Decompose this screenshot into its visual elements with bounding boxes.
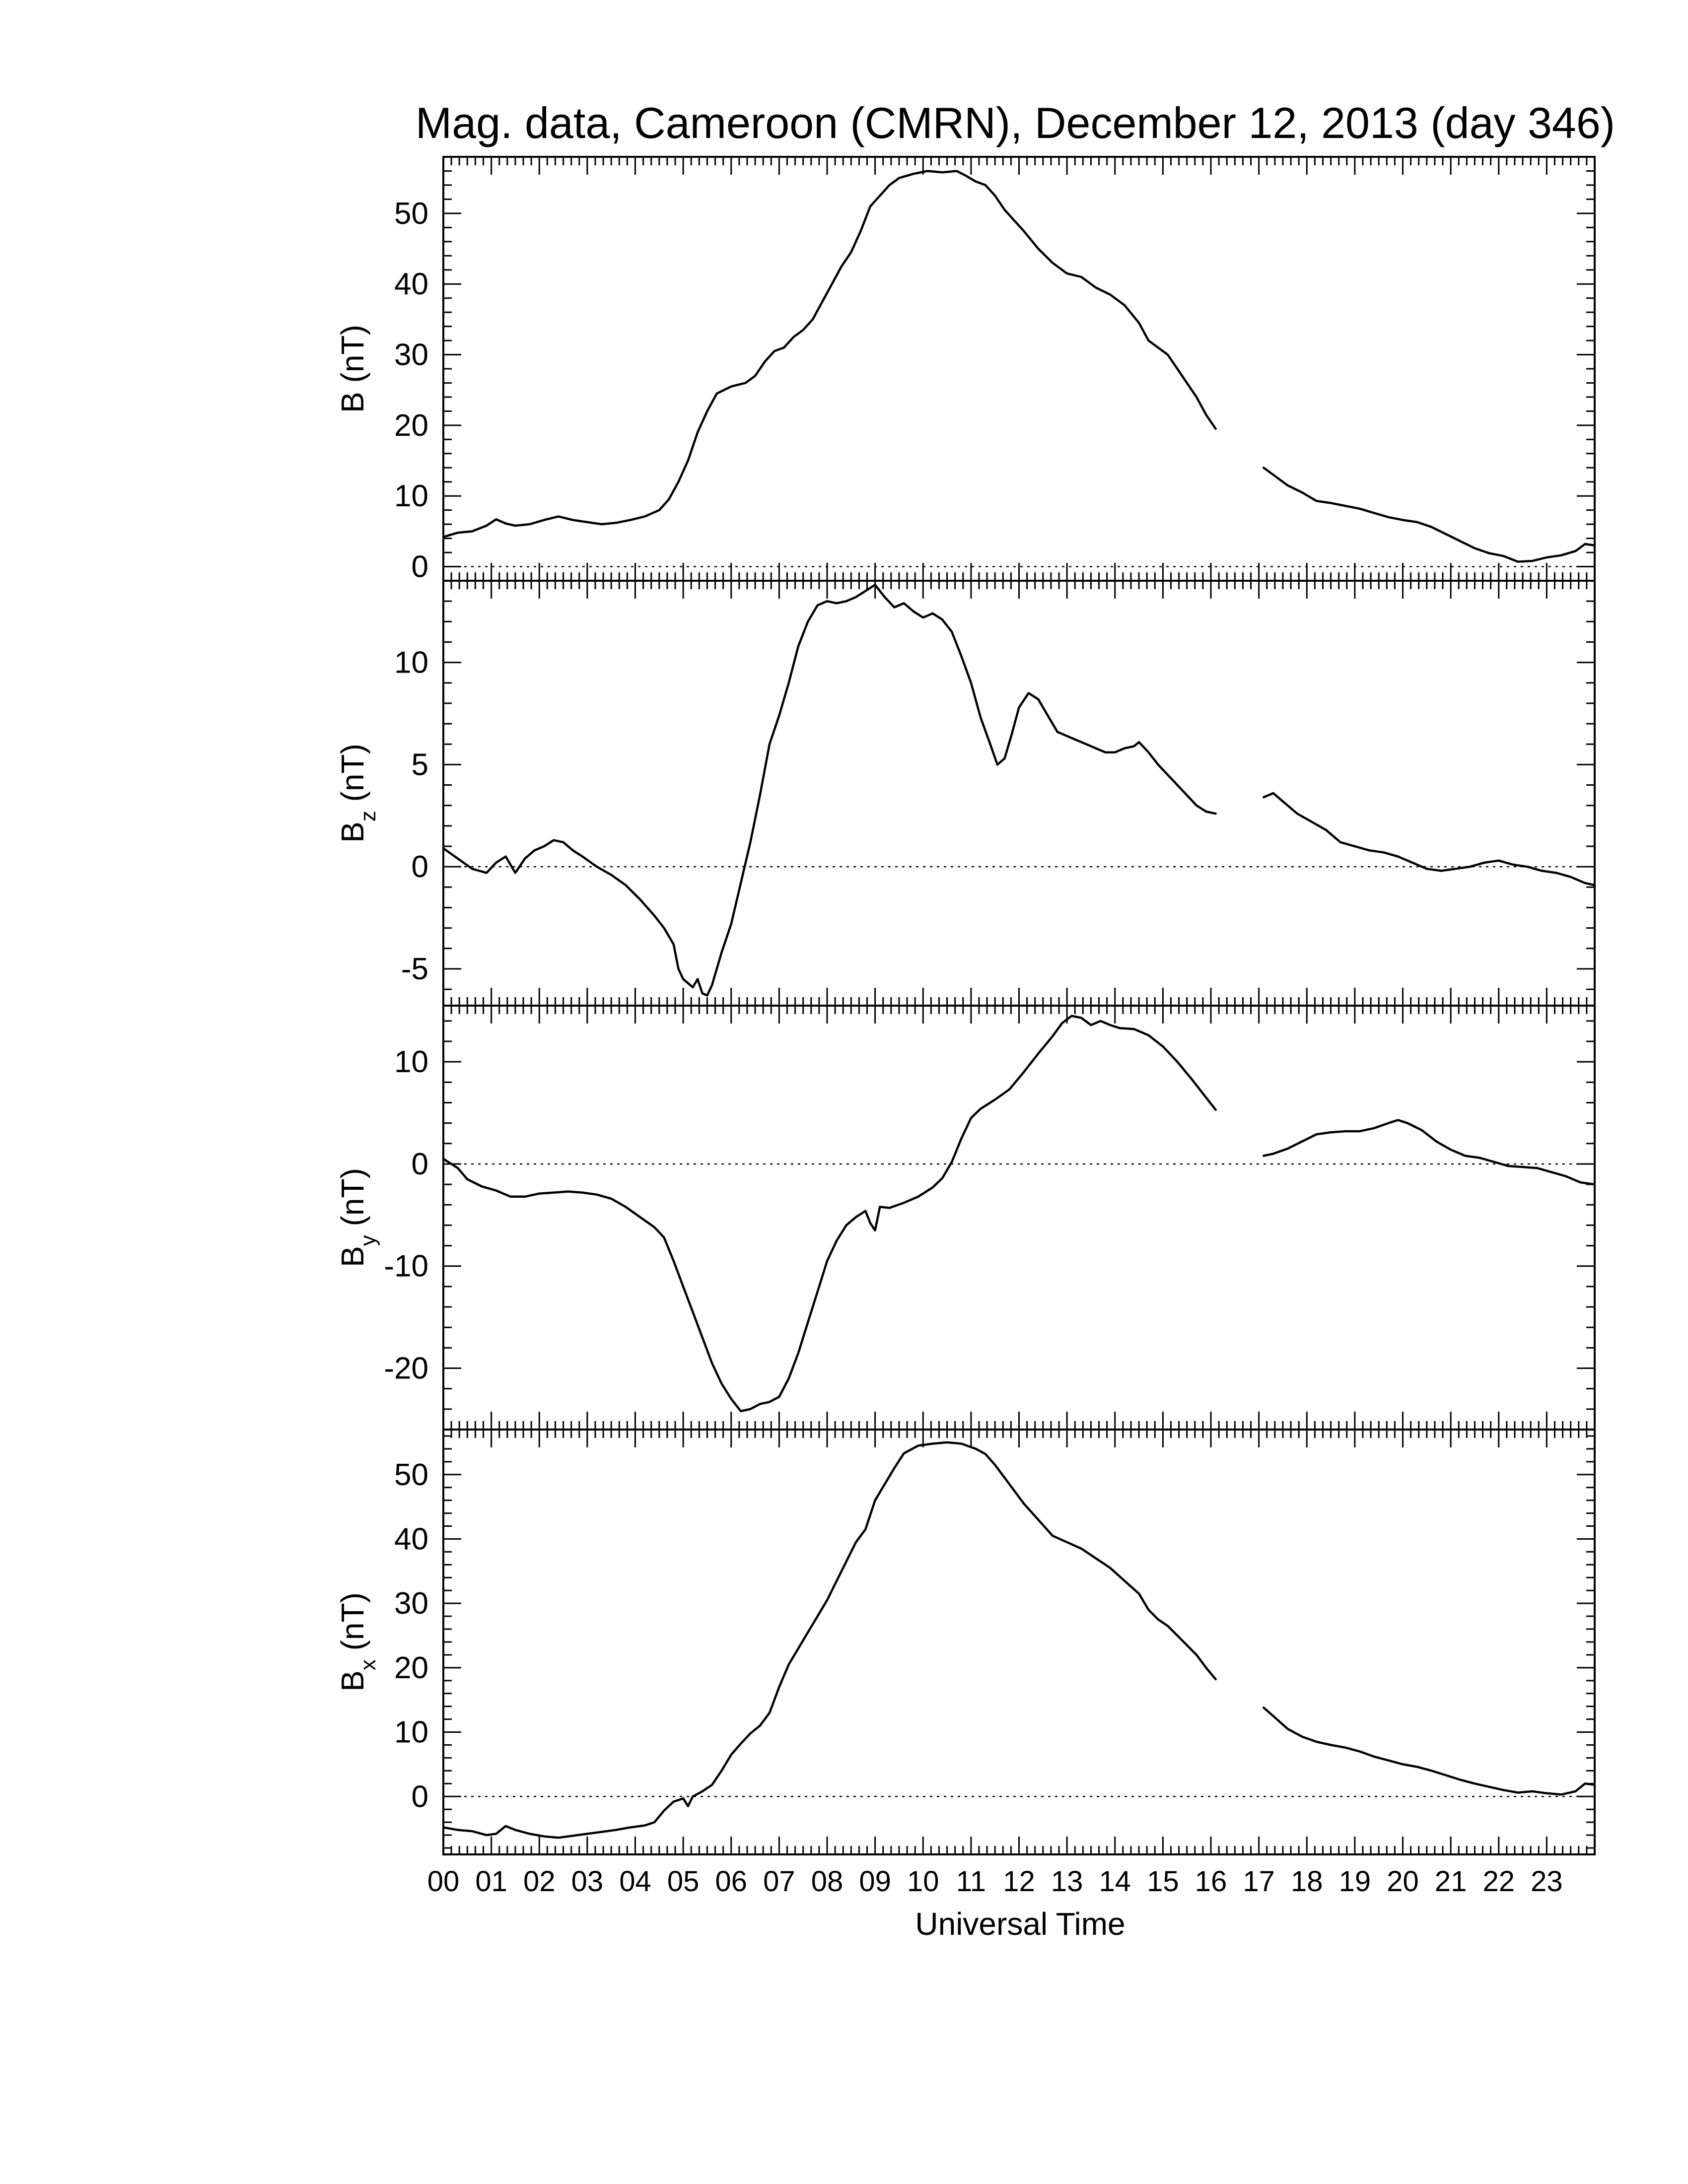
y-tick-label: 40	[394, 1522, 428, 1556]
x-tick-label: 23	[1531, 1865, 1563, 1898]
y-axis-label-By: By (nT)	[335, 1168, 380, 1267]
x-ticks-By	[442, 1006, 1596, 1430]
series-B-segment-1	[442, 170, 1217, 539]
y-tick-label: 10	[394, 1045, 428, 1079]
y-tick-label: 50	[394, 197, 428, 231]
x-tick-label: 03	[571, 1865, 604, 1898]
y-axis-label-subscript: x	[356, 1659, 380, 1670]
series-Bz-segment-2	[1263, 792, 1596, 887]
y-tick-label: 10	[394, 646, 428, 680]
y-ticks-Bz	[443, 580, 1595, 990]
panel-frame-Bx	[442, 1429, 1596, 1855]
y-tick-label: 20	[394, 409, 428, 443]
y-tick-label: -20	[384, 1352, 428, 1386]
y-tick-label: 5	[412, 748, 428, 782]
x-tick-label: 11	[956, 1865, 986, 1898]
y-tick-label: 20	[394, 1651, 428, 1685]
y-axis-label-main: B	[335, 821, 370, 843]
panel-By: -20 -10 0 10 By (nT)	[335, 1005, 1596, 1431]
y-ticks-By	[443, 1020, 1595, 1431]
x-ticks-B	[442, 157, 1596, 581]
y-axis-label-main: B	[335, 1670, 370, 1692]
x-tick-label: 05	[667, 1865, 700, 1898]
x-tick-label: 17	[1243, 1865, 1275, 1898]
x-tick-label: 01	[475, 1865, 507, 1898]
y-axis-label-subscript: z	[356, 811, 380, 821]
y-axis-label-unit: (nT)	[335, 744, 370, 811]
x-tick-label: 16	[1195, 1865, 1227, 1898]
x-ticks-Bz	[442, 581, 1596, 1006]
x-axis-label: Universal Time	[915, 1906, 1125, 1942]
y-tick-label: 30	[394, 1586, 428, 1621]
y-axis-label-unit: (nT)	[335, 1592, 370, 1659]
y-axis-label-B: B (nT)	[335, 325, 370, 413]
series-Bz-segment-1	[442, 583, 1217, 997]
y-ticks-B	[443, 156, 1595, 582]
y-axis-label-unit: (nT)	[335, 1168, 370, 1235]
panels: 0 10 20 30 40 50 B (nT) -5 0 5 10 Bz (nT) -20 -10 0 10 B…	[335, 156, 1596, 1855]
y-axis-label-unit: (nT)	[335, 325, 370, 392]
series-By-segment-2	[1263, 1119, 1596, 1186]
y-tick-label: -5	[401, 952, 428, 986]
y-tick-label: 50	[394, 1458, 428, 1492]
series-Bx-segment-2	[1263, 1706, 1596, 1796]
y-tick-label: 0	[412, 1147, 428, 1181]
x-tick-label: 04	[619, 1865, 651, 1898]
x-axis-labels: 00 01 02 03 04 05 06 07 08 09 10 11 12 13 14 15 16 17 18 19…	[427, 1865, 1563, 1898]
y-axis-label-Bz: Bz (nT)	[335, 744, 380, 843]
y-tick-label: 0	[412, 1779, 428, 1814]
panel-Bz: -5 0 5 10 Bz (nT)	[335, 580, 1596, 1007]
series-By-segment-1	[442, 1015, 1217, 1413]
x-tick-label: 20	[1387, 1865, 1419, 1898]
panel-frame-By	[442, 1005, 1596, 1431]
y-tick-label: 40	[394, 267, 428, 301]
y-tick-label: -10	[384, 1249, 428, 1284]
x-tick-label: 18	[1291, 1865, 1323, 1898]
panel-frame-B	[442, 156, 1596, 582]
x-tick-label: 22	[1482, 1865, 1515, 1898]
y-tick-label: 30	[394, 338, 428, 372]
x-tick-label: 00	[427, 1865, 460, 1898]
chart-title: Mag. data, Cameroon (CMRN), December 12,…	[416, 98, 1615, 147]
panel-Bx: 0 10 20 30 40 50 Bx (nT)	[335, 1429, 1596, 1855]
x-tick-label: 13	[1051, 1865, 1083, 1898]
x-tick-label: 14	[1099, 1865, 1131, 1898]
y-axis-label-Bx: Bx (nT)	[335, 1592, 380, 1692]
x-tick-label: 10	[907, 1865, 939, 1898]
x-tick-label: 09	[859, 1865, 891, 1898]
series-Bx-segment-1	[442, 1441, 1217, 1839]
x-tick-label: 21	[1435, 1865, 1467, 1898]
x-ticks-Bx	[442, 1430, 1596, 1854]
y-tick-label: 10	[394, 479, 428, 513]
y-axis-label-subscript: y	[356, 1235, 380, 1246]
x-tick-label: 12	[1003, 1865, 1035, 1898]
x-tick-label: 08	[811, 1865, 844, 1898]
y-ticks-Bx	[443, 1435, 1595, 1849]
y-axis-label-main: B	[335, 392, 370, 413]
x-tick-label: 02	[523, 1865, 556, 1898]
series-B-segment-2	[1263, 467, 1596, 563]
y-tick-label: 0	[412, 850, 428, 884]
x-tick-label: 06	[715, 1865, 747, 1898]
panel-frame-Bz	[442, 580, 1596, 1007]
y-axis-label-main: B	[335, 1246, 370, 1267]
x-tick-label: 15	[1147, 1865, 1179, 1898]
y-tick-label: 0	[412, 550, 428, 584]
y-tick-label: 10	[394, 1715, 428, 1750]
x-tick-label: 19	[1339, 1865, 1371, 1898]
panel-B: 0 10 20 30 40 50 B (nT)	[335, 156, 1596, 584]
x-tick-label: 07	[763, 1865, 795, 1898]
